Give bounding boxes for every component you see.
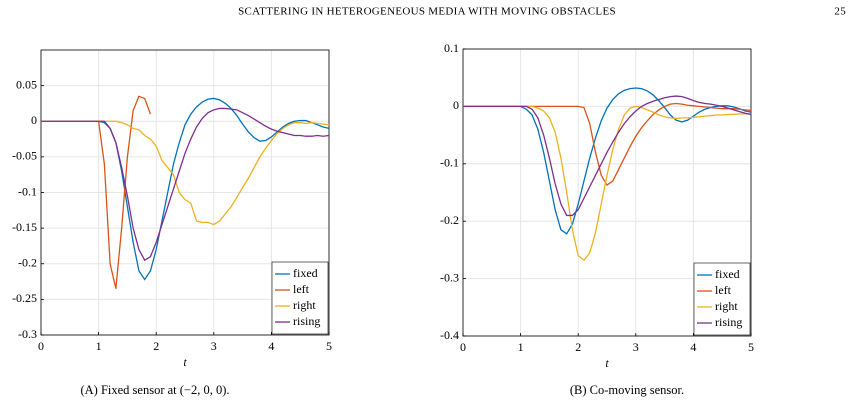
- y-tick-label: -0.2: [440, 213, 459, 227]
- x-tick-label: 5: [748, 340, 754, 354]
- legend-label: rising: [715, 315, 742, 329]
- x-tick-label: 2: [153, 339, 159, 353]
- x-tick-label: 4: [268, 339, 274, 353]
- legend-label: left: [715, 283, 732, 297]
- series-line: [463, 105, 751, 262]
- x-axis-label: t: [183, 355, 187, 369]
- legend-label: right: [715, 299, 738, 313]
- x-axis-label: t: [605, 356, 609, 370]
- x-tick-label: 2: [575, 340, 581, 354]
- y-tick-label: -0.4: [440, 328, 459, 342]
- x-tick-label: 3: [633, 340, 639, 354]
- plot-frame: [462, 48, 752, 337]
- x-tick-label: 5: [326, 339, 332, 353]
- legend-label: right: [293, 298, 316, 312]
- y-tick-label: 0.1: [444, 41, 459, 55]
- series-line: [41, 107, 330, 262]
- legend-label: rising: [293, 314, 320, 328]
- legend-label: fixed: [715, 267, 740, 281]
- y-tick-label: -0.2: [18, 256, 37, 270]
- series-line: [463, 95, 752, 217]
- x-tick-label: 1: [96, 339, 102, 353]
- running-header: SCATTERING IN HETEROGENEOUS MEDIA WITH M…: [238, 6, 616, 18]
- x-tick-label: 4: [690, 340, 696, 354]
- y-tick-label: -0.3: [18, 327, 37, 341]
- y-tick-label: -0.25: [12, 291, 37, 305]
- caption: (B) Co-moving sensor.: [570, 383, 684, 397]
- legend-label: fixed: [293, 266, 318, 280]
- series-line: [463, 87, 752, 235]
- series-line: [41, 120, 330, 226]
- x-tick-label: 1: [518, 340, 524, 354]
- y-tick-label: -0.1: [440, 156, 459, 170]
- y-tick-label: -0.05: [12, 149, 37, 163]
- page-number: 25: [834, 6, 846, 18]
- x-tick-label: 0: [38, 339, 44, 353]
- y-tick-label: -0.1: [18, 184, 37, 198]
- y-tick-label: -0.3: [440, 270, 459, 284]
- legend-label: left: [293, 282, 310, 296]
- y-tick-label: 0: [453, 98, 459, 112]
- y-tick-label: -0.15: [12, 220, 37, 234]
- caption: (A) Fixed sensor at (−2, 0, 0).: [80, 383, 229, 397]
- x-tick-label: 3: [211, 339, 217, 353]
- y-tick-label: 0: [31, 113, 37, 127]
- x-tick-label: 0: [460, 340, 466, 354]
- series-line: [41, 97, 330, 281]
- y-tick-label: 0.05: [16, 77, 37, 91]
